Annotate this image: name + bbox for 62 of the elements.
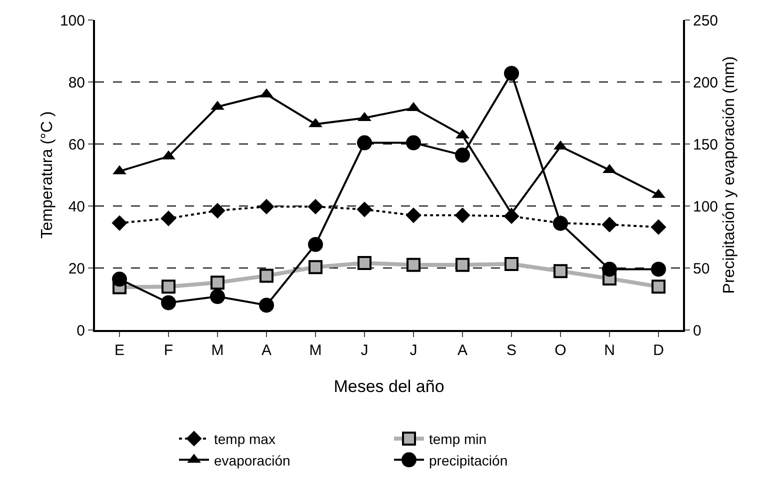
y-tick-label: 0: [76, 322, 85, 340]
point: [504, 256, 518, 271]
y-tick-label: 20: [68, 260, 85, 278]
point: [112, 272, 127, 287]
y2-tick-label: 50: [693, 260, 710, 278]
y2-axis-title: Precipitación y evaporación (mm): [721, 56, 738, 294]
x-tick-label: A: [457, 342, 468, 359]
y2-tick-label: 200: [693, 74, 718, 92]
x-tick-label: E: [114, 342, 125, 359]
point: [456, 258, 470, 272]
point: [356, 202, 372, 218]
x-tick-label: S: [506, 342, 517, 359]
point: [258, 198, 274, 214]
y-tick-label: 100: [60, 12, 85, 30]
point: [161, 295, 176, 310]
point: [554, 264, 568, 278]
x-tick-label: M: [211, 342, 224, 359]
y-tick-label: 60: [68, 136, 85, 154]
y2-tick-label: 0: [693, 322, 702, 340]
x-tick-label: A: [261, 342, 272, 359]
legend-label: precipitación: [429, 452, 508, 468]
x-tick-label: M: [309, 342, 322, 359]
x-tick-label: D: [653, 342, 664, 359]
point: [160, 210, 176, 226]
y-tick-label: 40: [68, 198, 85, 216]
point: [308, 260, 322, 274]
point: [308, 198, 324, 214]
point: [406, 135, 421, 150]
point: [455, 148, 470, 163]
point: [308, 236, 323, 252]
point: [112, 215, 128, 231]
legend-label: temp max: [214, 431, 276, 448]
x-tick-label: J: [360, 342, 368, 359]
point: [651, 262, 666, 277]
point: [357, 135, 372, 150]
y2-tick-label: 100: [693, 198, 718, 216]
point: [210, 202, 226, 218]
y2-tick-label: 250: [693, 12, 718, 30]
point: [358, 256, 372, 270]
point: [602, 216, 618, 232]
point: [602, 262, 617, 277]
x-axis-title: Meses del año: [334, 377, 444, 396]
point: [406, 258, 420, 272]
point: [210, 289, 225, 304]
point: [652, 280, 666, 294]
x-tick-label: J: [410, 342, 418, 359]
point: [260, 268, 274, 283]
point: [210, 276, 224, 290]
legend-label: evaporación: [214, 452, 290, 468]
x-tick-label: F: [164, 342, 174, 359]
legend-label: temp min: [429, 431, 487, 448]
y2-tick-label: 150: [693, 136, 718, 154]
point: [553, 216, 568, 231]
point: [454, 208, 470, 224]
y-tick-label: 80: [68, 74, 85, 92]
point: [162, 280, 176, 294]
point: [259, 298, 274, 313]
x-tick-label: N: [604, 342, 615, 359]
point: [650, 219, 666, 235]
x-tick-label: O: [554, 342, 566, 359]
point: [406, 208, 422, 224]
y-axis-title: Temperatura (°C ): [39, 111, 56, 239]
